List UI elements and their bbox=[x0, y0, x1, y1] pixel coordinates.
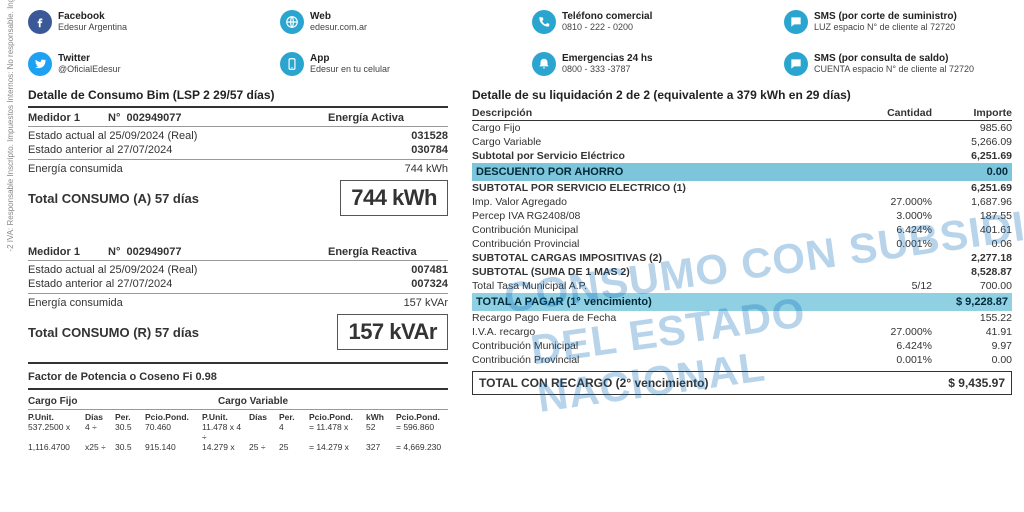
contact-sub: Edesur Argentina bbox=[58, 22, 127, 32]
contact-title: App bbox=[310, 53, 390, 64]
phone-icon bbox=[532, 10, 556, 34]
liq-row: Contribución Municipal6.424%9.97 bbox=[472, 339, 1012, 353]
total-value: 157 kVAr bbox=[337, 314, 448, 350]
contact-bar: FacebookEdesur Argentina Webedesur.com.a… bbox=[28, 0, 1024, 88]
contact-title: SMS (por consulta de saldo) bbox=[814, 53, 974, 64]
subtotal-sum: SUBTOTAL (SUMA DE 1 MAS 2)8,528.87 bbox=[472, 265, 1012, 279]
total-label: Total CONSUMO (A) 57 días bbox=[28, 191, 199, 206]
tariff-header: P.Unit.DíasPer.Pcio.Pond.P.Unit.DíasPer.… bbox=[28, 409, 448, 422]
meter2-previous: Estado anterior al 27/07/2024007324 bbox=[28, 277, 448, 291]
bill-page: FacebookEdesur Argentina Webedesur.com.a… bbox=[28, 0, 1024, 512]
tariff-row: 1,116.4700x25 ÷30.5915.14014.279 x25 ÷25… bbox=[28, 442, 448, 452]
legal-side-text: -2 IVA: Responsable Inscripto. Impuestos… bbox=[6, 0, 15, 256]
liq-row: Contribución Provincial0.001%0.06 bbox=[472, 237, 1012, 251]
contact-facebook: FacebookEdesur Argentina bbox=[28, 4, 268, 40]
contact-sub: 0800 - 333 -3787 bbox=[562, 64, 631, 74]
facebook-icon bbox=[28, 10, 52, 34]
contact-sub: CUENTA espacio N° de cliente al 72720 bbox=[814, 64, 974, 74]
contact-phone: Teléfono comercial0810 - 222 - 0200 bbox=[532, 4, 772, 40]
meter-type: Energía Activa bbox=[328, 112, 448, 124]
liq-row: Cargo Variable5,266.09 bbox=[472, 135, 1012, 149]
total-label: Total CONSUMO (R) 57 días bbox=[28, 325, 199, 340]
meter2-consumed: Energía consumida157 kVAr bbox=[28, 296, 448, 310]
meter-number: N° 002949077 bbox=[108, 112, 328, 124]
consumption-heading: Detalle de Consumo Bim (LSP 2 29/57 días… bbox=[28, 88, 448, 102]
consumption-detail: Detalle de Consumo Bim (LSP 2 29/57 días… bbox=[28, 88, 448, 452]
liq-row: Cargo Fijo985.60 bbox=[472, 121, 1012, 135]
contact-emergency: Emergencias 24 hs0800 - 333 -3787 bbox=[532, 46, 772, 82]
globe-icon bbox=[280, 10, 304, 34]
contact-app: AppEdesur en tu celular bbox=[280, 46, 520, 82]
subtotal-taxes: SUBTOTAL CARGAS IMPOSITIVAS (2)2,277.18 bbox=[472, 251, 1012, 265]
meter-number: N° 002949077 bbox=[108, 246, 328, 258]
discount-band: DESCUENTO POR AHORRO0.00 bbox=[472, 163, 1012, 181]
power-factor: Factor de Potencia o Coseno Fi 0.98 bbox=[28, 368, 448, 386]
mobile-icon bbox=[280, 52, 304, 76]
contact-sms-outage: SMS (por corte de suministro)LUZ espacio… bbox=[784, 4, 1024, 40]
liq-row: Percep IVA RG2408/083.000%187.55 bbox=[472, 209, 1012, 223]
liquidation-detail: CONSUMO CON SUBSIDIO DEL ESTADO NACIONAL… bbox=[472, 88, 1012, 452]
total-value: 744 kWh bbox=[340, 180, 448, 216]
liq-row: Contribución Municipal6.424%401.61 bbox=[472, 223, 1012, 237]
twitter-icon bbox=[28, 52, 52, 76]
total-first-due-band: TOTAL A PAGAR (1° vencimiento)$ 9,228.87 bbox=[472, 293, 1012, 311]
contact-sub: edesur.com.ar bbox=[310, 22, 367, 32]
alert-icon bbox=[532, 52, 556, 76]
meter2-current: Estado actual al 25/09/2024 (Real)007481 bbox=[28, 263, 448, 277]
contact-sub: @OficialEdesur bbox=[58, 64, 121, 74]
tariff-groups: Cargo FijoCargo Variable bbox=[28, 394, 448, 409]
subtotal-service-1: SUBTOTAL POR SERVICIO ELECTRICO (1)6,251… bbox=[472, 181, 1012, 195]
sms-icon bbox=[784, 52, 808, 76]
contact-title: SMS (por corte de suministro) bbox=[814, 11, 957, 22]
contact-sub: Edesur en tu celular bbox=[310, 64, 390, 74]
meter1-previous: Estado anterior al 27/07/2024030784 bbox=[28, 143, 448, 157]
meter-label: Medidor 1 bbox=[28, 246, 108, 258]
contact-web: Webedesur.com.ar bbox=[280, 4, 520, 40]
contact-title: Teléfono comercial bbox=[562, 11, 652, 22]
meter2-header: Medidor 1 N° 002949077 Energía Reactiva bbox=[28, 246, 448, 258]
liq-row: Imp. Valor Agregado27.000%1,687.96 bbox=[472, 195, 1012, 209]
contact-title: Twitter bbox=[58, 53, 121, 64]
liq-row: Contribución Provincial0.001%0.00 bbox=[472, 353, 1012, 367]
contact-sub: 0810 - 222 - 0200 bbox=[562, 22, 633, 32]
contact-title: Web bbox=[310, 11, 367, 22]
contact-title: Emergencias 24 hs bbox=[562, 53, 653, 64]
meter-type: Energía Reactiva bbox=[328, 246, 448, 258]
total-second-due: TOTAL CON RECARGO (2° vencimiento)$ 9,43… bbox=[472, 371, 1012, 395]
contact-sub: LUZ espacio N° de cliente al 72720 bbox=[814, 22, 955, 32]
subtotal-service: Subtotal por Servicio Eléctrico6,251.69 bbox=[472, 149, 1012, 163]
contact-sms-balance: SMS (por consulta de saldo)CUENTA espaci… bbox=[784, 46, 1024, 82]
meter2-total: Total CONSUMO (R) 57 días 157 kVAr bbox=[28, 314, 448, 350]
contact-title: Facebook bbox=[58, 11, 127, 22]
meter1-consumed: Energía consumida744 kWh bbox=[28, 162, 448, 176]
liq-row: Recargo Pago Fuera de Fecha155.22 bbox=[472, 311, 1012, 325]
liq-row: I.V.A. recargo27.000%41.91 bbox=[472, 325, 1012, 339]
meter1-total: Total CONSUMO (A) 57 días 744 kWh bbox=[28, 180, 448, 216]
tariff-row: 537.2500 x4 ÷30.570.46011.478 x 4 ÷4= 11… bbox=[28, 422, 448, 442]
sms-icon bbox=[784, 10, 808, 34]
meter-label: Medidor 1 bbox=[28, 112, 108, 124]
liq-row: Total Tasa Municipal A.P.5/12700.00 bbox=[472, 279, 1012, 293]
liquidation-heading: Detalle de su liquidación 2 de 2 (equiva… bbox=[472, 88, 1012, 102]
meter1-current: Estado actual al 25/09/2024 (Real)031528 bbox=[28, 129, 448, 143]
liquidation-table-header: DescripciónCantidadImporte bbox=[472, 106, 1012, 121]
contact-twitter: Twitter@OficialEdesur bbox=[28, 46, 268, 82]
meter1-header: Medidor 1 N° 002949077 Energía Activa bbox=[28, 112, 448, 124]
